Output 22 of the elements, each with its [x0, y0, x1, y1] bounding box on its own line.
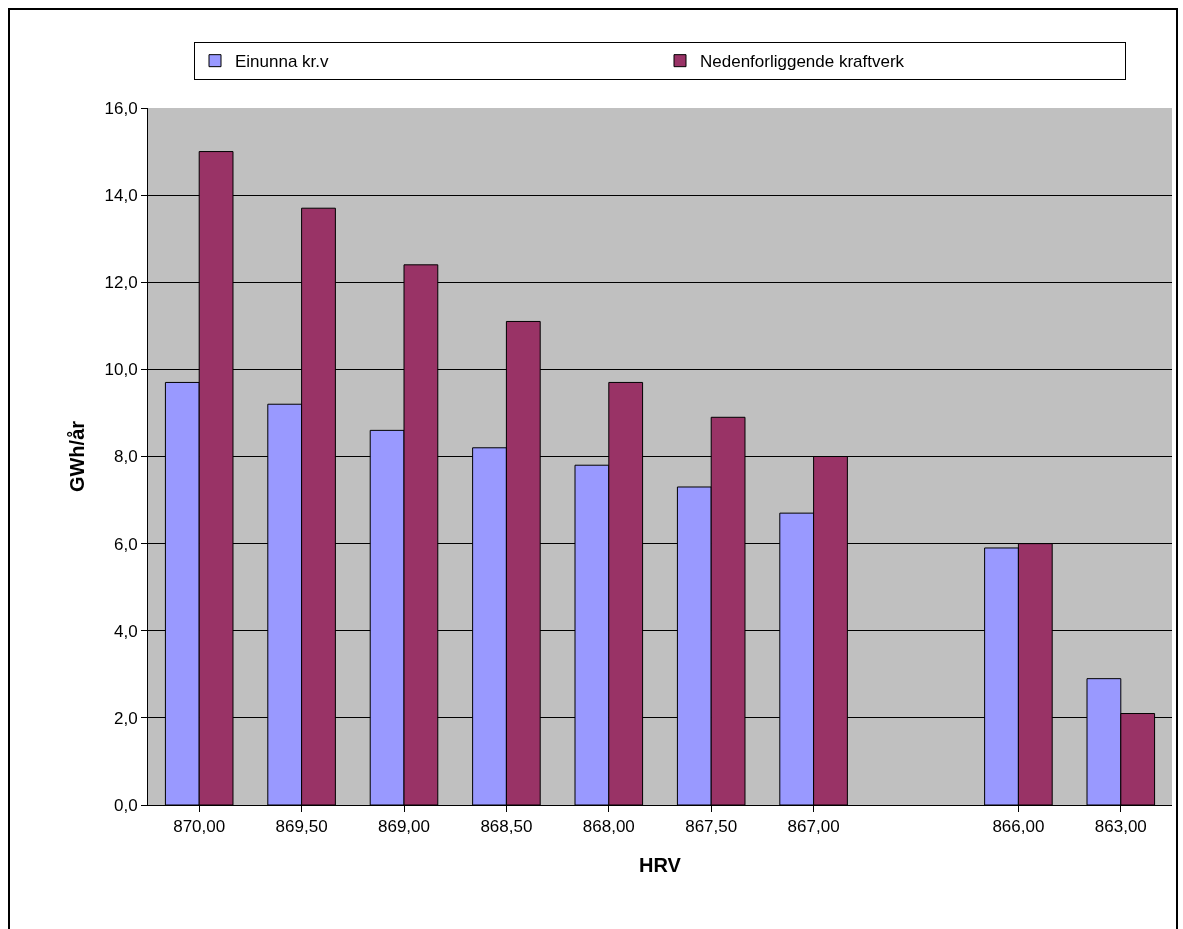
x-tick-label: 863,00 — [1094, 817, 1147, 837]
y-tick-label: 2,0 — [113, 708, 138, 728]
y-tick-label: 4,0 — [113, 621, 138, 641]
y-tick-label: 16,0 — [104, 98, 138, 118]
x-axis-title: HRV — [639, 853, 682, 876]
x-tick-label: 868,00 — [582, 817, 635, 837]
y-tick-label: 8,0 — [113, 447, 138, 467]
y-axis-title: GWh/år — [66, 420, 89, 493]
y-tick-label: 12,0 — [104, 273, 138, 293]
legend-label: Einunna kr.v — [235, 52, 330, 72]
x-tick-label: 867,50 — [685, 817, 738, 837]
x-tick-label: 869,00 — [378, 817, 430, 837]
y-tick-label: 10,0 — [104, 360, 138, 380]
x-tick-label: 868,50 — [480, 817, 533, 837]
y-tick-label: 14,0 — [104, 186, 138, 206]
legend-label: Nedenforliggende kraftverk — [700, 52, 905, 72]
x-tick-label: 867,00 — [787, 817, 840, 837]
x-tick-label: 870,00 — [173, 817, 226, 837]
y-tick-label: 0,0 — [113, 795, 138, 815]
y-tick-label: 6,0 — [113, 534, 138, 554]
x-tick-label: 866,00 — [992, 817, 1045, 837]
x-tick-label: 869,50 — [275, 817, 328, 837]
